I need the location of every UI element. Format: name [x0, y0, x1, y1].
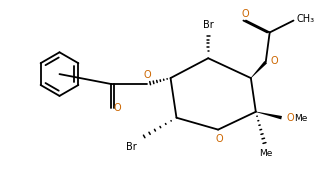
Text: O: O: [113, 103, 121, 113]
Polygon shape: [256, 112, 282, 119]
Text: O: O: [215, 134, 223, 144]
Text: Me: Me: [259, 149, 273, 158]
Text: O: O: [287, 113, 294, 123]
Text: Br: Br: [126, 141, 137, 151]
Text: Me: Me: [294, 114, 308, 123]
Polygon shape: [251, 61, 267, 78]
Text: CH₃: CH₃: [296, 14, 315, 24]
Text: Br: Br: [203, 20, 214, 30]
Text: O: O: [144, 70, 152, 80]
Text: O: O: [241, 8, 249, 19]
Text: O: O: [271, 56, 278, 66]
